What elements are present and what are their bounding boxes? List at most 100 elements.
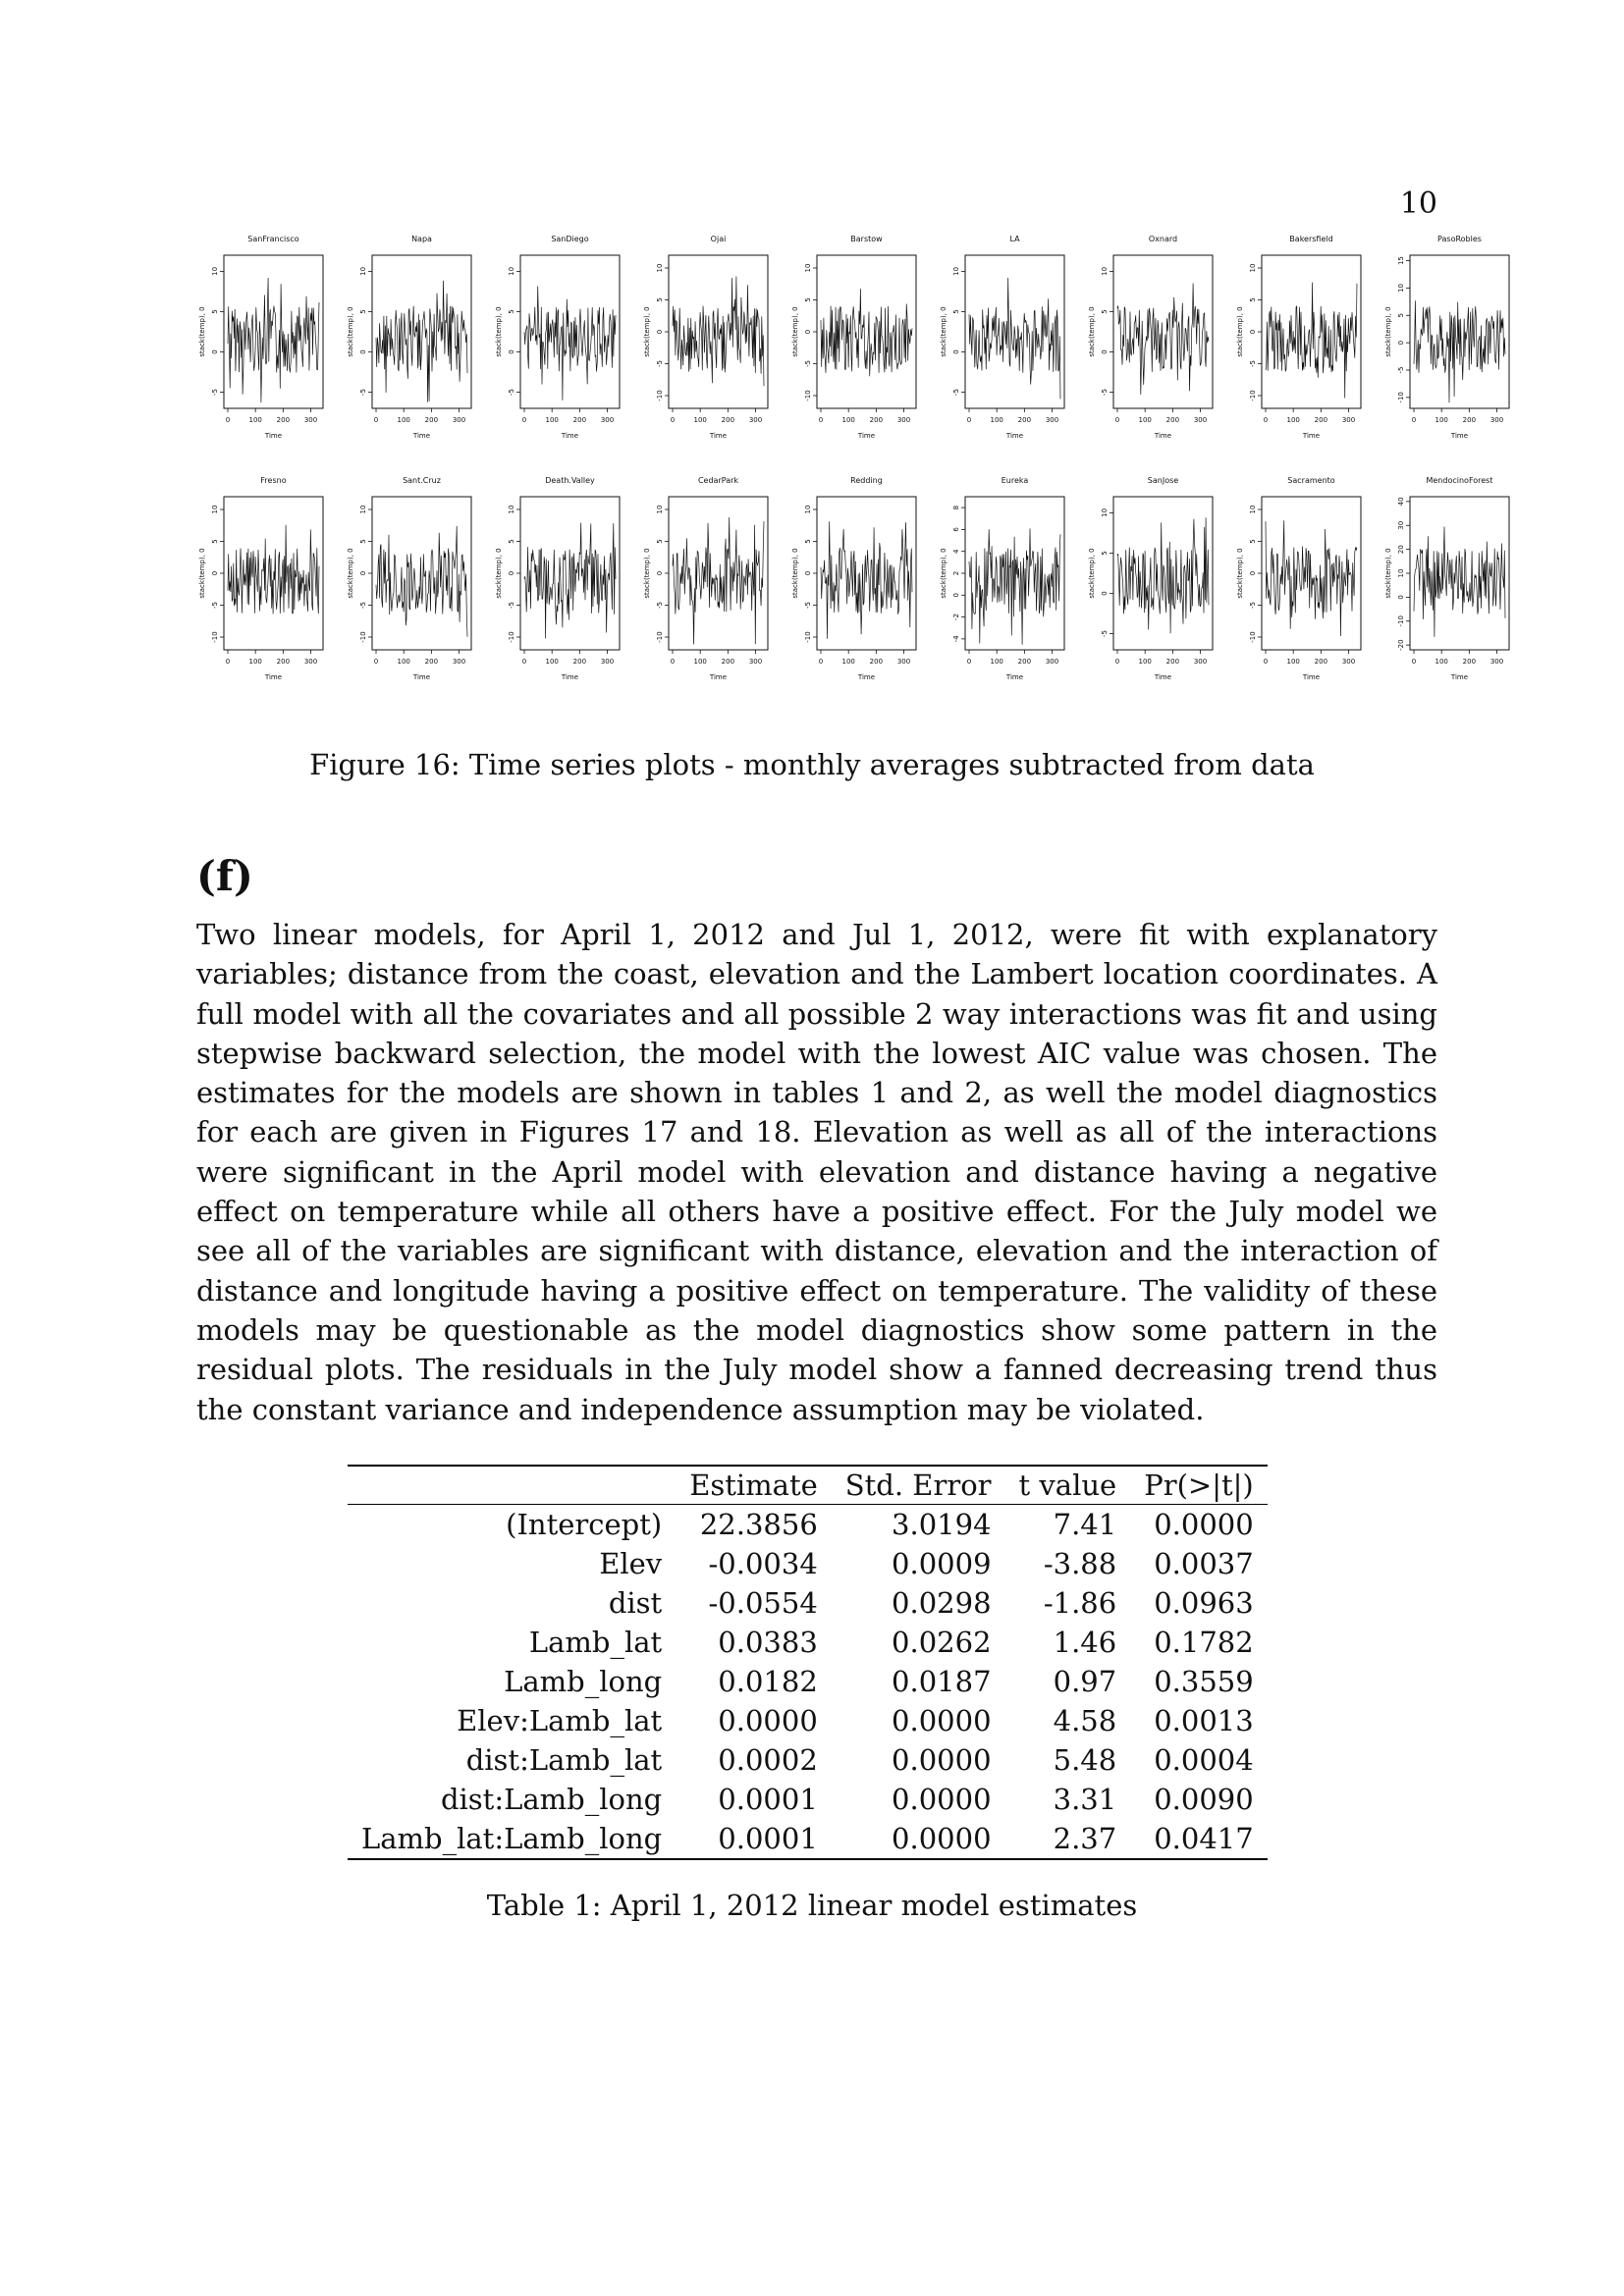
plot-title: SanJose xyxy=(1148,476,1178,485)
table-cell: 0.1782 xyxy=(1154,1626,1254,1659)
plot-title: SanFrancisco xyxy=(247,235,299,243)
x-tick-label: 300 xyxy=(304,416,317,424)
x-tick-label: 0 xyxy=(967,416,971,424)
table-cell: 0.0037 xyxy=(1154,1547,1254,1580)
y-tick-label: 40 xyxy=(1397,497,1405,506)
time-series-plot: CedarPark 10 5 0 -5 -10 0 100 200 300 Time stack(te… xyxy=(643,476,769,681)
x-tick-label: 300 xyxy=(749,416,762,424)
x-axis-label: Time xyxy=(412,673,430,681)
table-cell: -3.88 xyxy=(1043,1547,1117,1580)
time-series-panel: Redding 10 5 0 -5 -10 0 100 200 300 Time stack(temp… xyxy=(789,473,938,701)
table-cell: 0.0001 xyxy=(676,1819,832,1860)
y-axis-label: stack(temp), 0 xyxy=(1088,548,1096,598)
section-heading: (f) xyxy=(196,852,253,900)
series-line xyxy=(968,277,1061,400)
plot-title: Bakersfield xyxy=(1289,235,1332,243)
x-axis-label: Time xyxy=(264,432,282,440)
x-tick-label: 200 xyxy=(277,416,290,424)
x-axis-label: Time xyxy=(1005,673,1023,681)
row-label-cell: (Intercept) xyxy=(506,1508,663,1541)
x-tick-label: 300 xyxy=(749,658,762,666)
x-tick-label: 0 xyxy=(1115,416,1119,424)
series-line xyxy=(968,528,1061,645)
x-tick-label: 100 xyxy=(397,658,409,666)
table-cell: 1.46 xyxy=(1053,1626,1117,1659)
time-series-panel: Bakersfield 10 5 0 -5 -10 0 100 200 300 Time stack(… xyxy=(1234,232,1382,459)
x-tick-label: 100 xyxy=(990,416,1002,424)
time-series-panel: Fresno 10 5 0 -5 -10 0 100 200 300 Time stack(temp)… xyxy=(196,473,345,701)
table-header-cell xyxy=(348,1466,677,1505)
time-series-figure: SanFrancisco 10 5 0 -5 0 100 200 300 Time stack(te… xyxy=(196,232,1532,715)
series-line xyxy=(375,525,468,637)
table-cell: 0.97 xyxy=(1053,1665,1117,1698)
y-tick-label: 10 xyxy=(508,506,515,514)
x-tick-label: 200 xyxy=(1463,658,1476,666)
y-tick-label: 0 xyxy=(359,349,367,353)
y-axis-label: stack(temp), 0 xyxy=(1384,306,1392,356)
time-series-panel: SanFrancisco 10 5 0 -5 0 100 200 300 Time stack(te… xyxy=(196,232,345,459)
table-row: dist -0.0554 0.0298 -1.86 0.0963 xyxy=(348,1583,1268,1623)
time-series-plot: Fresno 10 5 0 -5 -10 0 100 200 300 Time stack(temp)… xyxy=(198,476,324,681)
table-row: Lamb_lat:Lamb_long 0.0001 0.0000 2.37 0.0417 xyxy=(348,1819,1268,1860)
time-series-panel: Death.Valley 10 5 0 -5 -10 0 100 200 300 Time stack… xyxy=(493,473,641,701)
plot-title: PasoRobles xyxy=(1437,235,1482,243)
time-series-plot: Ojai 10 5 0 -5 -10 0 100 200 300 Time stack(temp), … xyxy=(643,235,769,440)
y-tick-label: 5 xyxy=(359,309,367,313)
table-row: Lamb_long 0.0182 0.0187 0.97 0.3559 xyxy=(348,1662,1268,1701)
plot-frame xyxy=(519,254,621,409)
table-cell: 0.0182 xyxy=(718,1665,818,1698)
table-cell: 0.0002 xyxy=(718,1743,818,1777)
y-axis-label: stack(temp), 0 xyxy=(791,306,799,356)
plot-frame xyxy=(371,254,472,409)
y-tick-label: -10 xyxy=(211,631,219,642)
table-cell: 0.0000 xyxy=(718,1704,818,1737)
y-tick-label: -10 xyxy=(1249,390,1257,400)
x-tick-label: 0 xyxy=(819,658,823,666)
y-axis-label: stack(temp), 0 xyxy=(940,548,947,598)
x-tick-label: 300 xyxy=(1342,416,1355,424)
x-tick-label: 300 xyxy=(1194,658,1207,666)
table-row: Lamb_lat 0.0383 0.0262 1.46 0.1782 xyxy=(348,1623,1268,1662)
y-tick-label: -5 xyxy=(1249,360,1257,367)
time-series-panel: PasoRobles 15 10 5 0 -5 -10 0 100 200 300 Time stack… xyxy=(1382,232,1531,459)
x-tick-label: 200 xyxy=(425,658,438,666)
y-tick-label: 5 xyxy=(1101,551,1109,555)
y-tick-label: 5 xyxy=(1249,297,1257,301)
x-tick-label: 0 xyxy=(1264,416,1268,424)
table-cell: 0.0001 xyxy=(718,1783,818,1816)
y-tick-label: -5 xyxy=(508,602,515,609)
x-tick-label: 0 xyxy=(819,416,823,424)
x-axis-label: Time xyxy=(1154,673,1171,681)
y-tick-label: 15 xyxy=(1397,256,1405,265)
x-tick-label: 0 xyxy=(374,416,378,424)
x-tick-label: 0 xyxy=(522,416,526,424)
y-tick-label: -10 xyxy=(1397,615,1405,626)
time-series-panel: CedarPark 10 5 0 -5 -10 0 100 200 300 Time stack(te… xyxy=(641,473,789,701)
table-cell: 0.0000 xyxy=(892,1783,992,1816)
plot-title: Barstow xyxy=(850,235,883,243)
table-cell: 3.0194 xyxy=(892,1508,992,1541)
table-cell: 0.0000 xyxy=(831,1819,1005,1860)
table-cell: 0.0000 xyxy=(892,1743,992,1777)
x-tick-label: 200 xyxy=(1018,658,1031,666)
y-tick-label: -5 xyxy=(656,360,664,367)
y-tick-label: 0 xyxy=(359,571,367,575)
table-row: dist:Lamb_long 0.0001 0.0000 3.31 0.0090 xyxy=(348,1780,1268,1819)
x-tick-label: 100 xyxy=(545,416,558,424)
x-axis-label: Time xyxy=(1450,673,1468,681)
x-tick-label: 300 xyxy=(897,416,910,424)
table-cell: 0.0383 xyxy=(718,1626,818,1659)
time-series-panel: Oxnard 10 5 0 -5 0 100 200 300 Time stack(temp), 0 xyxy=(1086,232,1234,459)
y-tick-label: 10 xyxy=(656,264,664,273)
y-tick-label: 0 xyxy=(804,571,812,575)
y-tick-label: 0 xyxy=(1101,349,1109,353)
y-tick-label: 10 xyxy=(804,264,812,273)
x-axis-label: Time xyxy=(1450,432,1468,440)
table-cell: 5.48 xyxy=(1053,1743,1117,1777)
x-tick-label: 0 xyxy=(1115,658,1119,666)
row-label-cell: Lamb_long xyxy=(504,1665,663,1698)
y-tick-label: 10 xyxy=(359,506,367,514)
time-series-plot: Eureka 8 6 4 2 0 -2 -4 0 100 200 300 Time stack(temp)… xyxy=(940,476,1065,681)
x-tick-label: 0 xyxy=(374,658,378,666)
y-tick-label: -5 xyxy=(211,602,219,609)
